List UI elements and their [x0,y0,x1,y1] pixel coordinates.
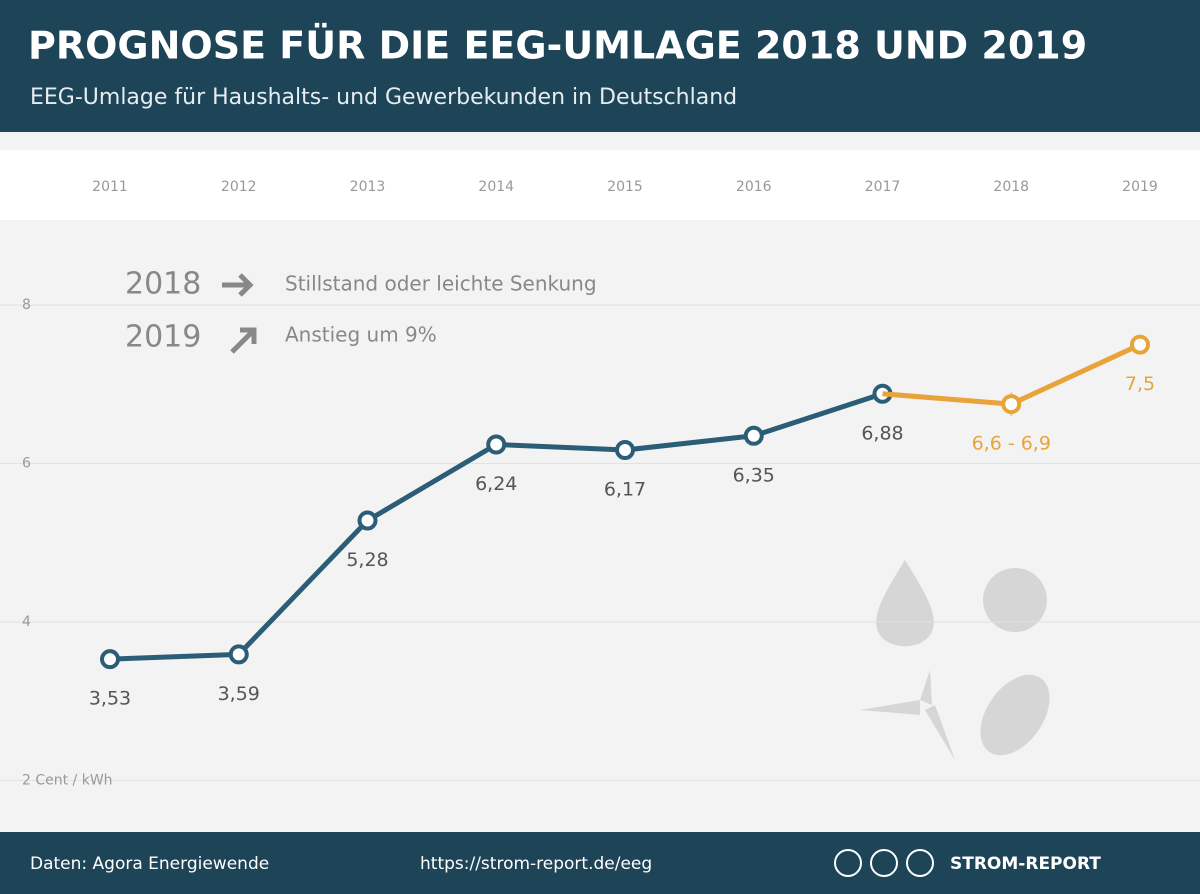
y-tick-label: 4 [22,614,31,630]
data-label: 6,24 [475,473,517,495]
point [615,440,635,461]
data-label: 3,59 [218,683,260,705]
data-label: 6,88 [861,422,903,444]
point [100,649,120,670]
data-label: 7,5 [1125,373,1155,395]
y-tick-label: 6 [22,456,31,472]
annotation-text: Stillstand oder leichte Senkung [285,272,597,296]
data-label: 6,6 - 6,9 [972,433,1051,455]
annotation-year: 2019 [125,320,201,355]
license-icons [834,849,934,877]
footer-source: Daten: Agora Energiewende [30,854,269,874]
data-label: 6,17 [604,479,646,501]
annotation-text: Anstieg um 9% [285,323,437,347]
x-tick-label: 2016 [736,179,772,195]
footer-brand: STROM-REPORT [950,854,1101,874]
data-label: 3,53 [89,688,131,710]
y-tick-label: 8 [22,297,31,313]
point [228,644,249,665]
x-tick-label: 2017 [865,179,901,195]
chart-subtitle: EEG-Umlage für Haushalts- und Gewerbekun… [30,85,737,110]
point [486,434,507,455]
arrow-up [230,327,257,354]
point [1130,334,1150,355]
annotation-year: 2018 [125,267,201,302]
x-tick-label: 2019 [1122,179,1158,195]
x-tick-label: 2013 [350,179,386,195]
point [357,510,378,531]
point [743,425,764,446]
data-label: 6,35 [733,464,775,486]
header [0,0,1200,132]
connector [882,391,1012,407]
year-band [0,150,1200,220]
line [1010,342,1142,407]
footer-url[interactable]: https://strom-report.de/eeg [420,854,652,874]
energy-icons [860,560,1050,760]
x-tick-label: 2015 [607,179,643,195]
x-tick-label: 2014 [478,179,514,195]
x-tick-label: 2011 [92,179,128,195]
x-tick-label: 2012 [221,179,257,195]
chart-title: PROGNOSE FÜR DIE EEG-UMLAGE 2018 UND 201… [28,24,1087,68]
x-tick-label: 2018 [993,179,1029,195]
arrow-flat [222,273,254,297]
data-label: 5,28 [346,549,388,571]
point [1001,394,1022,415]
footer [0,832,1200,894]
y-tick-label: 2 Cent / kWh [22,772,113,788]
